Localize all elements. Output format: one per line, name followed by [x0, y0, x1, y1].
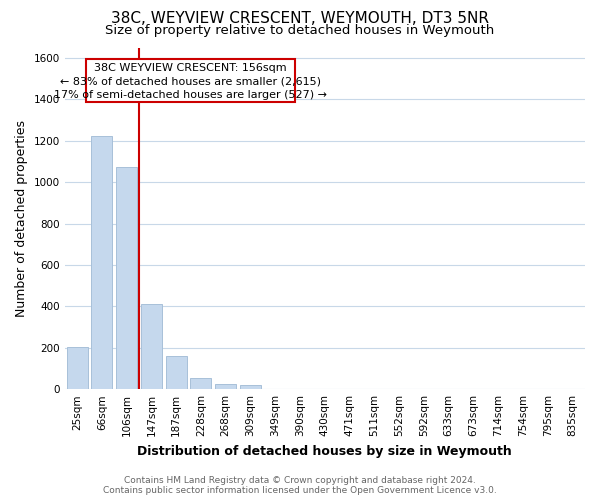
Bar: [240, 386, 261, 389]
Bar: [91, 136, 112, 389]
X-axis label: Distribution of detached houses by size in Weymouth: Distribution of detached houses by size …: [137, 444, 512, 458]
Bar: [141, 304, 162, 389]
Bar: [166, 356, 187, 389]
Text: ← 83% of detached houses are smaller (2,615): ← 83% of detached houses are smaller (2,…: [60, 76, 321, 86]
Bar: [116, 166, 137, 389]
Bar: [67, 346, 88, 389]
Bar: [190, 378, 211, 389]
Y-axis label: Number of detached properties: Number of detached properties: [15, 120, 28, 317]
Text: Contains HM Land Registry data © Crown copyright and database right 2024.
Contai: Contains HM Land Registry data © Crown c…: [103, 476, 497, 495]
Bar: [215, 384, 236, 389]
Text: 38C, WEYVIEW CRESCENT, WEYMOUTH, DT3 5NR: 38C, WEYVIEW CRESCENT, WEYMOUTH, DT3 5NR: [111, 11, 489, 26]
Text: 17% of semi-detached houses are larger (527) →: 17% of semi-detached houses are larger (…: [54, 90, 327, 100]
Text: Size of property relative to detached houses in Weymouth: Size of property relative to detached ho…: [106, 24, 494, 37]
FancyBboxPatch shape: [86, 59, 295, 102]
Text: 38C WEYVIEW CRESCENT: 156sqm: 38C WEYVIEW CRESCENT: 156sqm: [94, 62, 287, 72]
